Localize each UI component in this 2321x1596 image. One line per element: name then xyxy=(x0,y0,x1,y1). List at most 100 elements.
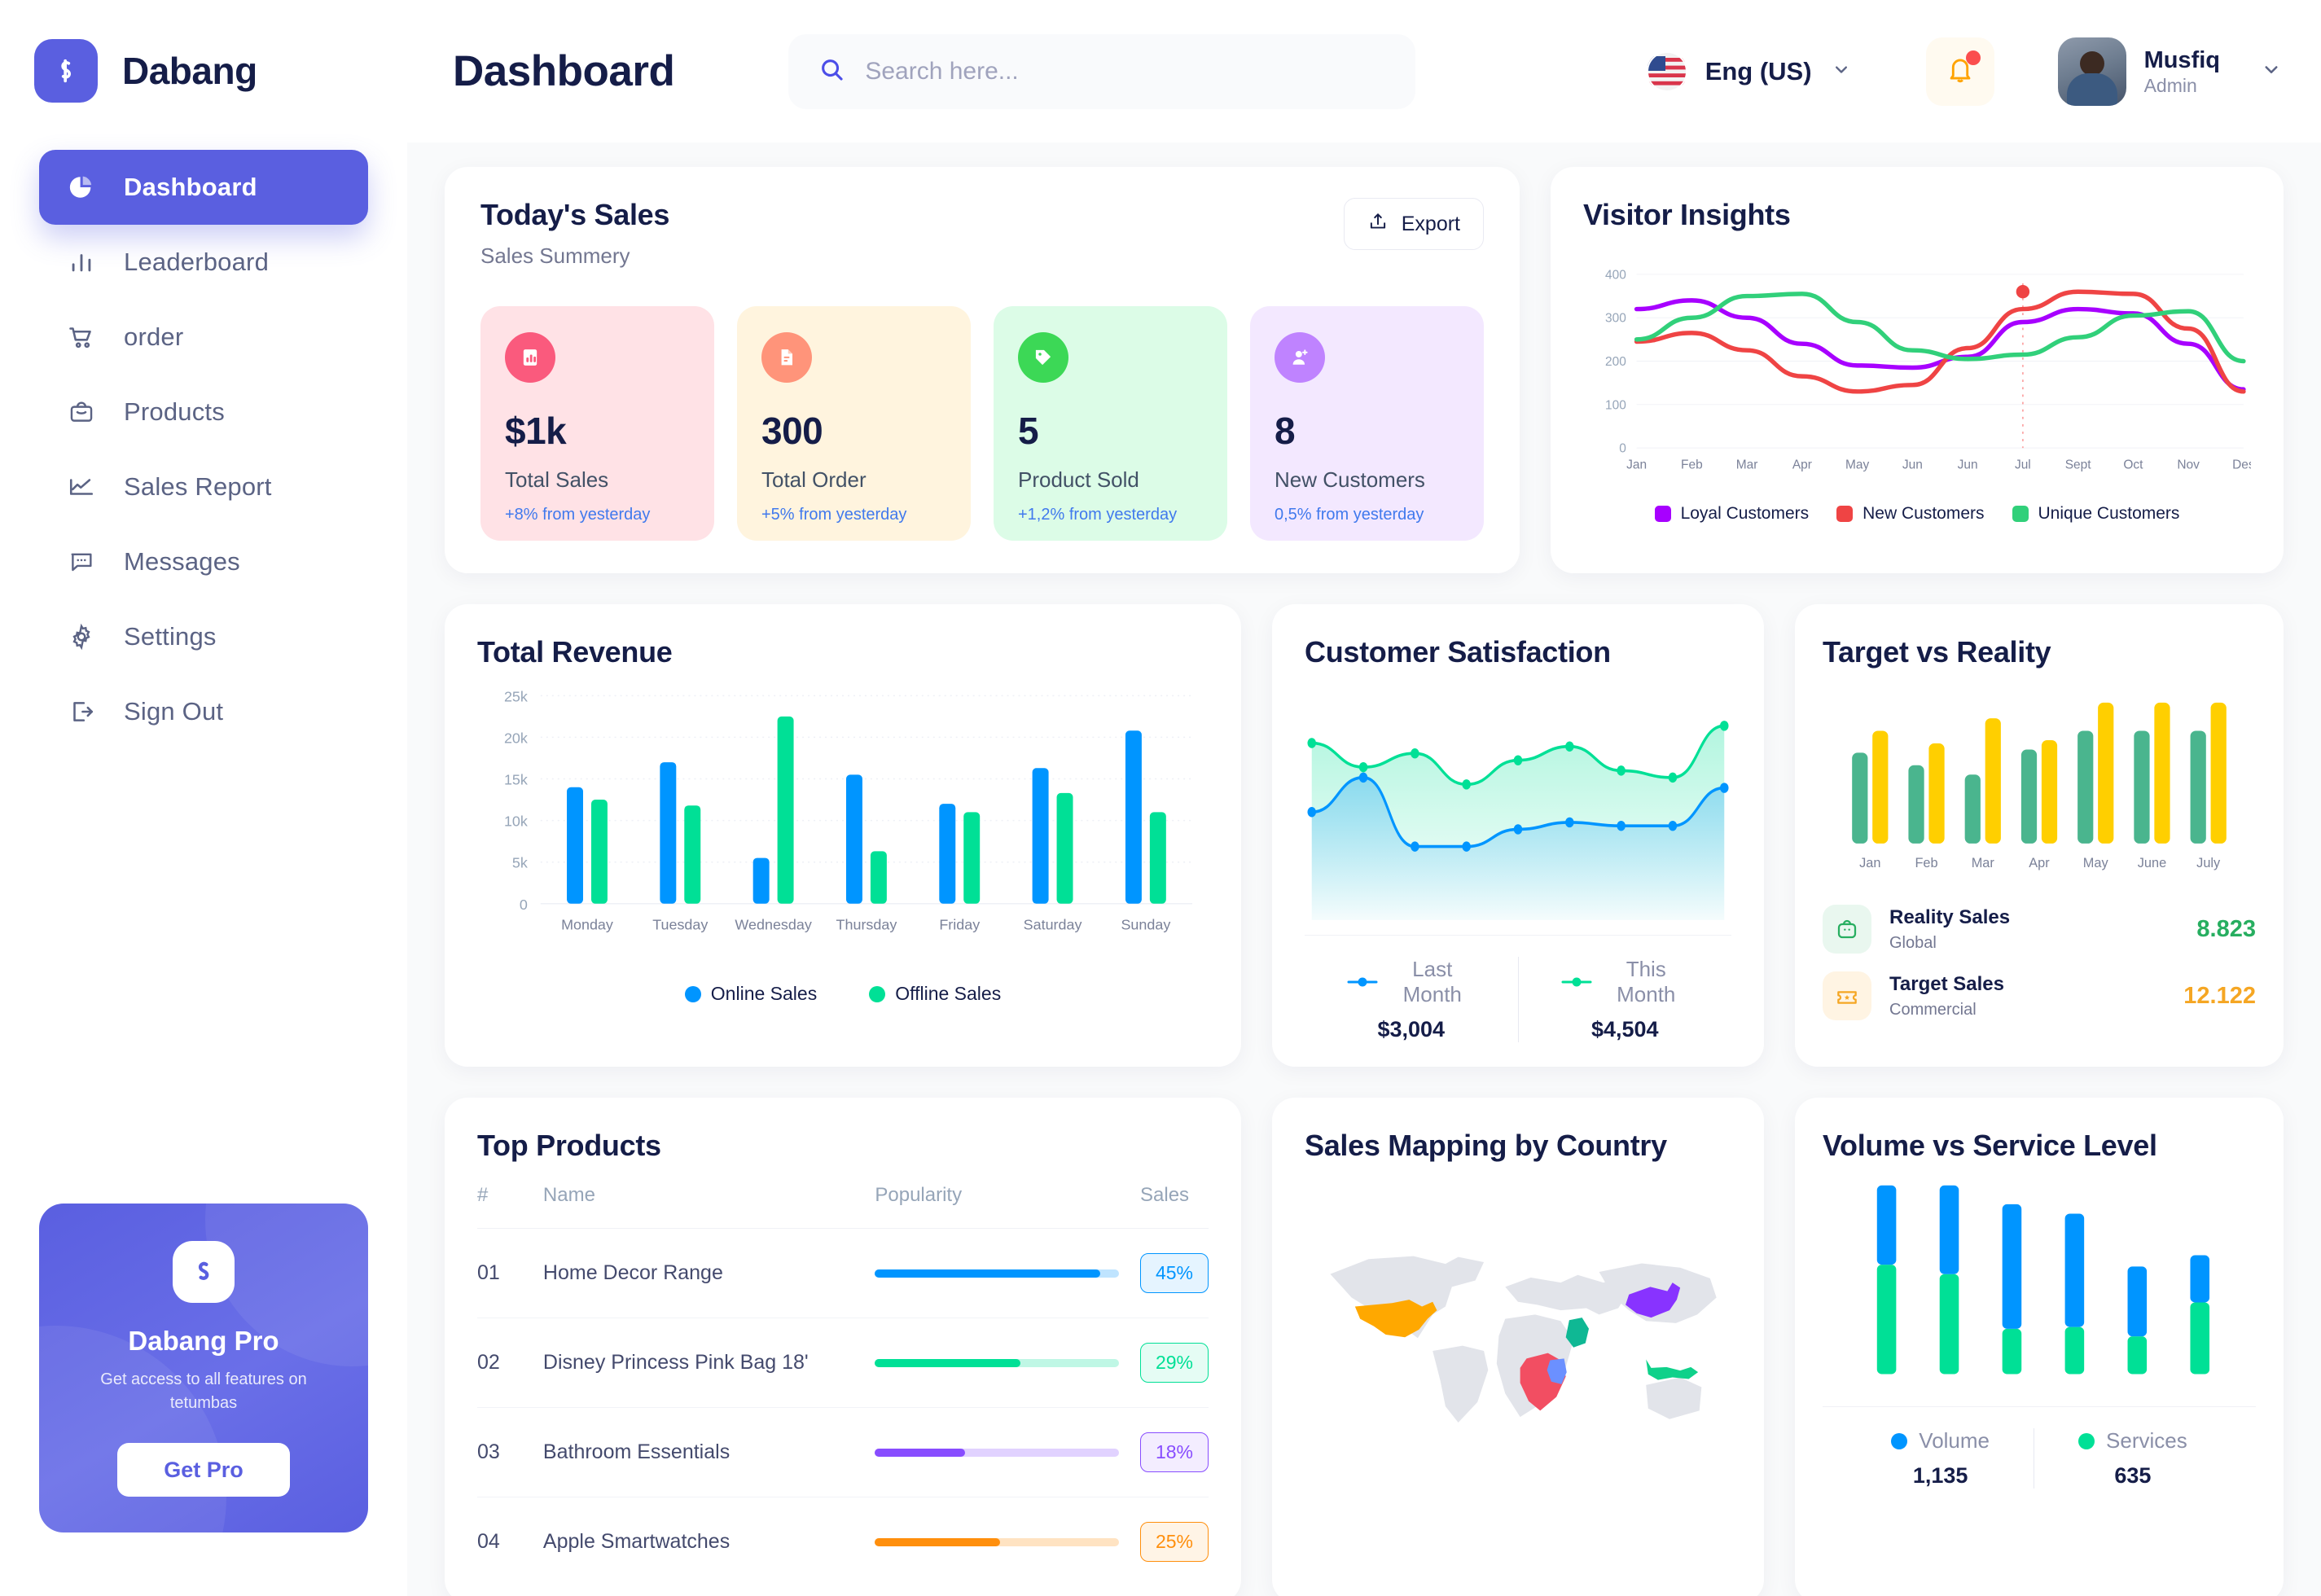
column-header-popularity: Popularity xyxy=(875,1184,1140,1229)
legend-label: Online Sales xyxy=(710,983,818,1004)
line-marker-icon xyxy=(1561,970,1592,995)
svg-text:20k: 20k xyxy=(504,730,528,746)
legend-label: Unique Customers xyxy=(2038,504,2180,523)
column-header-sales: Sales xyxy=(1140,1184,1209,1229)
map-region-china[interactable] xyxy=(1626,1282,1681,1318)
stat-delta: +5% from yesterday xyxy=(761,506,907,524)
sidebar-item-messages[interactable]: Messages xyxy=(39,524,368,599)
product-name: Home Decor Range xyxy=(542,1228,875,1318)
bar-track xyxy=(875,1448,1120,1457)
svg-text:100: 100 xyxy=(1605,398,1626,412)
stat-value: $1k xyxy=(505,410,567,452)
notifications-button[interactable] xyxy=(1925,37,1994,106)
sidebar-item-label: order xyxy=(124,322,184,351)
legend-item: Unique Customers xyxy=(2012,504,2180,524)
pie-chart-icon xyxy=(64,169,99,205)
target-summary-target: Target Sales Commercial 12.122 xyxy=(1823,971,2256,1020)
svg-text:Tuesday: Tuesday xyxy=(652,917,708,933)
svg-text:Nov: Nov xyxy=(2177,458,2200,472)
sidebar-item-settings[interactable]: Settings xyxy=(39,599,368,674)
dabang-logo-icon xyxy=(34,39,98,103)
legend-item: Online Sales xyxy=(684,983,818,1005)
chevron-down-icon xyxy=(1830,58,1853,85)
promo-card: Dabang Pro Get access to all features on… xyxy=(39,1204,368,1532)
volume-summary: Volume 1,135 xyxy=(1847,1428,2034,1489)
svg-text:25k: 25k xyxy=(504,688,528,704)
popularity-bar xyxy=(875,1318,1140,1408)
stat-label: Product Sold xyxy=(1018,467,1139,492)
map-region-usa[interactable] xyxy=(1354,1300,1437,1338)
avatar xyxy=(2057,37,2126,106)
legend-swatch xyxy=(1891,1432,1908,1449)
chevron-down-icon xyxy=(2259,57,2284,86)
table-row[interactable]: 01 Home Decor Range 45% xyxy=(477,1228,1209,1318)
svg-text:Monday: Monday xyxy=(561,917,613,933)
stat-card-new-customers: 8 New Customers 0,5% from yesterday xyxy=(1250,306,1484,541)
svg-text:Feb: Feb xyxy=(1915,856,1937,870)
language-selector[interactable]: Eng (US) xyxy=(1646,50,1853,92)
sidebar-item-products[interactable]: Products xyxy=(39,375,368,449)
bar-track xyxy=(875,1537,1120,1546)
stat-value: 8 xyxy=(1275,410,1296,452)
user-profile[interactable]: Musfiq Admin xyxy=(2057,37,2284,106)
table-row[interactable]: 03 Bathroom Essentials 18% xyxy=(477,1407,1209,1497)
export-button[interactable]: Export xyxy=(1343,198,1484,250)
map-region-saudi-arabia[interactable] xyxy=(1565,1318,1589,1348)
sidebar-item-dashboard[interactable]: Dashboard xyxy=(39,150,368,225)
legend-swatch xyxy=(1654,506,1671,522)
volume-vs-service-summary: Volume 1,135 Services 635 xyxy=(1823,1406,2256,1489)
total-revenue-legend: Online Sales Offline Sales xyxy=(477,983,1209,1005)
top-products-table: # Name Popularity Sales 01 Home Decor Ran… xyxy=(477,1184,1209,1586)
ticket-icon xyxy=(1823,971,1871,1020)
promo-subtitle: Get access to all features on tetumbas xyxy=(100,1370,307,1412)
sidebar-item-order[interactable]: order xyxy=(39,300,368,375)
services-summary: Services 635 xyxy=(2034,1428,2231,1489)
svg-text:15k: 15k xyxy=(504,772,528,788)
logout-icon xyxy=(64,694,99,730)
map-region-indonesia[interactable] xyxy=(1646,1359,1699,1380)
svg-text:Mar: Mar xyxy=(1736,458,1758,472)
svg-text:July: July xyxy=(2196,856,2221,870)
svg-text:400: 400 xyxy=(1605,268,1626,282)
legend-item: Offline Sales xyxy=(869,983,1001,1005)
stat-delta: +1,2% from yesterday xyxy=(1018,506,1178,524)
sidebar-nav: Dashboard Leaderboard order xyxy=(0,150,407,749)
svg-text:May: May xyxy=(2083,856,2109,870)
sidebar-item-leaderboard[interactable]: Leaderboard xyxy=(39,225,368,300)
stat-label: Total Order xyxy=(761,467,867,492)
legend-swatch xyxy=(684,985,701,1002)
sales-cell: 25% xyxy=(1140,1497,1209,1587)
sales-pill: 45% xyxy=(1140,1253,1209,1293)
legend-swatch xyxy=(869,985,886,1002)
bell-icon xyxy=(1945,54,1976,89)
sidebar-item-sales-report[interactable]: Sales Report xyxy=(39,449,368,524)
svg-text:Apr: Apr xyxy=(1792,458,1812,472)
row-2: Total Revenue 0 5k 10k 15k 20k 25k Monday Tuesd… xyxy=(445,604,2284,1067)
svg-text:Oct: Oct xyxy=(2123,458,2143,472)
volume-vs-service-title: Volume vs Service Level xyxy=(1823,1129,2157,1162)
summary-name: Reality Sales xyxy=(1889,905,2011,928)
svg-text:Wednesday: Wednesday xyxy=(735,917,811,933)
map-region-dr-congo[interactable] xyxy=(1547,1358,1567,1384)
main-area: Dashboard xyxy=(407,0,2321,1596)
get-pro-button[interactable]: Get Pro xyxy=(117,1443,290,1497)
table-row[interactable]: 02 Disney Princess Pink Bag 18' 29% xyxy=(477,1318,1209,1408)
bar-chart-icon xyxy=(64,244,99,280)
table-row[interactable]: 04 Apple Smartwatches 25% xyxy=(477,1497,1209,1587)
sidebar-item-label: Messages xyxy=(124,547,240,576)
sidebar-item-label: Products xyxy=(124,397,225,426)
svg-text:Thursday: Thursday xyxy=(836,917,897,933)
satisfaction-last-month: Last Month $3,004 xyxy=(1305,957,1518,1042)
sales-pill: 18% xyxy=(1140,1432,1209,1472)
brand: Dabang xyxy=(0,0,407,103)
brand-name: Dabang xyxy=(122,50,257,92)
sidebar-item-label: Sales Report xyxy=(124,472,272,501)
sidebar-item-label: Dashboard xyxy=(124,173,257,201)
search-box[interactable] xyxy=(788,33,1416,109)
sidebar-item-sign-out[interactable]: Sign Out xyxy=(39,674,368,749)
search-input[interactable] xyxy=(865,57,1387,86)
order-note-icon xyxy=(761,332,812,383)
language-label: Eng (US) xyxy=(1705,56,1812,86)
svg-text:0: 0 xyxy=(1619,442,1626,456)
